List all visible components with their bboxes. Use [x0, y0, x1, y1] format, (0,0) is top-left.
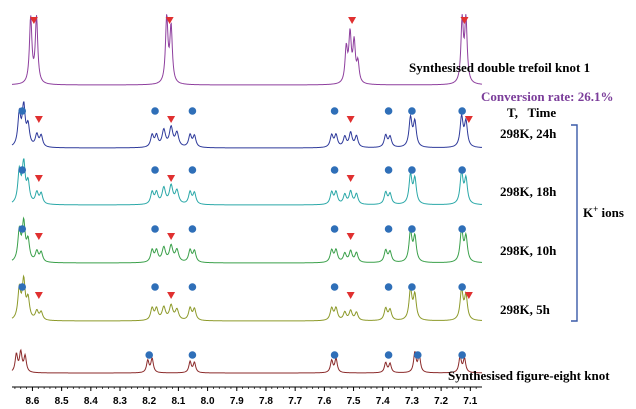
circle-marker — [384, 351, 393, 359]
x-axis: 8.6 8.5 8.4 8.3 8.2 8.1 8.0 7.9 7.8 7.7 7.6 7.5 7.4 7… — [12, 386, 482, 407]
series-label-24h: 298K, 24h — [500, 126, 557, 141]
series-label-10h: 298K, 10h — [500, 243, 557, 258]
circle-marker — [330, 351, 339, 359]
circle-marker — [408, 166, 416, 174]
spectrum-line-2 — [11, 158, 483, 206]
conversion-rate-label: Conversion rate: 26.1% — [481, 89, 614, 104]
circle-marker — [384, 166, 393, 174]
spectrum-line-1 — [11, 101, 483, 149]
triangle-marker — [165, 17, 174, 24]
triangle-marker — [34, 233, 43, 240]
triangle-marker — [34, 175, 43, 182]
circle-marker — [18, 225, 27, 233]
triangle-marker — [348, 17, 357, 24]
circle-marker — [384, 283, 393, 291]
triangle-marker — [167, 116, 176, 123]
triangle-marker — [346, 175, 355, 182]
k-ions-bracket — [571, 124, 578, 322]
circle-marker — [458, 283, 466, 291]
markers-layer — [18, 17, 473, 359]
triangle-marker — [346, 292, 355, 299]
x-tick-label: 7.5 — [347, 396, 361, 407]
x-tick-label: 7.4 — [376, 396, 390, 407]
spectrum-line-4 — [11, 274, 483, 322]
circle-marker — [458, 166, 466, 174]
circle-marker — [188, 351, 197, 359]
series-label-18h: 298K, 18h — [500, 184, 557, 199]
circle-marker — [18, 283, 27, 291]
x-tick-label: 7.6 — [317, 396, 331, 407]
triangle-marker — [346, 233, 355, 240]
x-tick-label: 8.2 — [142, 396, 156, 407]
spectrum-line-5 — [11, 348, 483, 374]
x-tick-label: 8.5 — [55, 396, 69, 407]
x-tick-label: 7.9 — [230, 396, 244, 407]
circle-marker — [151, 107, 159, 115]
circle-marker — [408, 283, 416, 291]
circle-marker — [330, 107, 339, 115]
circle-marker — [188, 166, 197, 174]
triangle-marker — [464, 292, 473, 299]
triangle-marker — [34, 292, 43, 299]
triangle-marker — [167, 292, 176, 299]
series-label-5h: 298K, 5h — [500, 302, 551, 317]
triangle-marker — [464, 116, 473, 123]
series-label-figure-eight: Synthesised figure-eight knot — [448, 368, 610, 383]
triangle-marker — [167, 233, 176, 240]
circle-marker — [384, 107, 393, 115]
circle-marker — [408, 225, 416, 233]
x-tick-label: 8.0 — [201, 396, 215, 407]
column-header: T, Time — [507, 105, 556, 120]
circle-marker — [330, 166, 339, 174]
triangle-marker — [29, 17, 38, 24]
circle-marker — [151, 283, 159, 291]
x-tick-label: 7.3 — [405, 396, 419, 407]
circle-marker — [384, 225, 393, 233]
x-tick-label: 7.7 — [288, 396, 302, 407]
x-tick-label: 7.8 — [259, 396, 273, 407]
circle-marker — [330, 225, 339, 233]
circle-marker — [18, 107, 27, 115]
k-ions-label: K+ ions — [583, 204, 624, 220]
series-label-double-trefoil: Synthesised double trefoil knot 1 — [409, 60, 590, 75]
x-tick-label: 8.1 — [171, 396, 185, 407]
triangle-marker — [460, 17, 469, 24]
x-tick-label: 8.3 — [113, 396, 127, 407]
triangle-marker — [34, 116, 43, 123]
spectrum-line-3 — [11, 216, 483, 264]
circle-marker — [151, 225, 159, 233]
spectrum-line-0 — [11, 14, 483, 86]
k-ions-label-superscript: + — [593, 204, 598, 214]
circle-marker — [188, 107, 197, 115]
circle-marker — [458, 225, 466, 233]
circle-marker — [413, 351, 422, 359]
x-tick-label: 7.2 — [434, 396, 448, 407]
x-tick-label: 8.6 — [25, 396, 39, 407]
k-ions-label-main: K — [583, 205, 594, 220]
triangle-marker — [167, 175, 176, 182]
circle-marker — [145, 351, 153, 359]
circle-marker — [188, 283, 197, 291]
circle-marker — [458, 351, 466, 359]
circle-marker — [408, 107, 416, 115]
triangle-marker — [346, 116, 355, 123]
spectra-layer — [11, 14, 483, 374]
circle-marker — [330, 283, 339, 291]
circle-marker — [18, 166, 27, 174]
k-ions-label-tail: ions — [598, 205, 624, 220]
circle-marker — [458, 107, 466, 115]
circle-marker — [151, 166, 159, 174]
circle-marker — [188, 225, 197, 233]
x-tick-label: 8.4 — [84, 396, 98, 407]
x-tick-label: 7.1 — [463, 396, 477, 407]
